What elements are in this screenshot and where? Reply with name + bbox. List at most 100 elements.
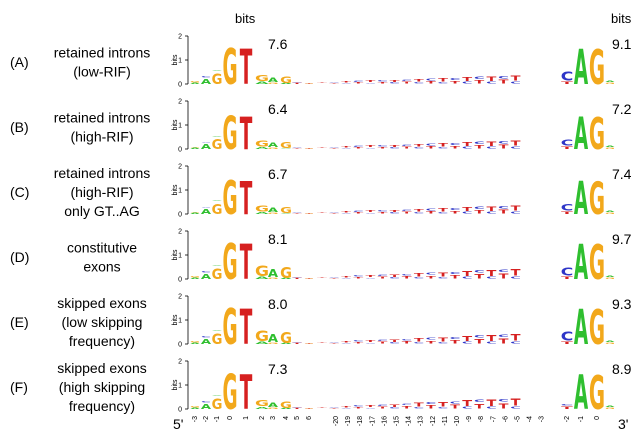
donor-position-tick: 4 xyxy=(283,416,290,420)
logo-letter-C: C xyxy=(377,275,388,277)
logo-letter-C: C xyxy=(353,146,364,147)
logo-letter-T: T xyxy=(240,108,253,160)
logo-letter-T: T xyxy=(450,339,461,345)
acceptor-information-value: 9.7 xyxy=(612,231,632,247)
logo-letter-C: C xyxy=(426,78,437,81)
logo-letter-C: C xyxy=(329,342,340,343)
logo-letter-A: A xyxy=(605,406,615,408)
logo-letter-C: C xyxy=(353,81,364,82)
logo-letter-T: T xyxy=(317,82,327,83)
logo-letter-T: T xyxy=(341,81,351,83)
logo-letter-C: C xyxy=(292,407,303,408)
logo-letter-G: G xyxy=(255,328,269,345)
donor-position-tick: -3 xyxy=(192,416,199,422)
logo-letter-T: T xyxy=(305,83,313,84)
logo-letter-C: C xyxy=(365,212,376,213)
logo-letter-C: C xyxy=(329,407,340,408)
logo-letter-T: T xyxy=(292,408,302,409)
acceptor-position-tick: -1 xyxy=(578,416,585,422)
y-axis-tick-label: 0 xyxy=(178,147,182,154)
logo-letter-G: G xyxy=(222,172,237,226)
logo-letter-C: C xyxy=(413,407,424,409)
y-axis-tick-label: 2 xyxy=(178,294,182,301)
logo-letter-C: C xyxy=(341,343,352,344)
row-label-line: constitutive xyxy=(67,240,137,256)
logo-letter-C: C xyxy=(426,272,437,275)
logo-letter-C: C xyxy=(450,401,461,404)
logo-letter-C: C xyxy=(486,146,497,149)
logo-letter-T: T xyxy=(474,402,484,410)
logo-letter-G: G xyxy=(589,174,605,226)
logo-letter-T: T xyxy=(438,77,449,82)
y-axis-tick-label: 1 xyxy=(178,188,182,195)
logo-letter-A: A xyxy=(605,146,615,148)
intron-position-tick: -9 xyxy=(466,416,473,422)
position-axis: -3 -2 -1 0 1 2 3 4 5 6 -20 -19 -18 -17 -16 -15 -14 -13 -12… xyxy=(192,416,601,426)
three-prime-label: 3' xyxy=(618,416,628,431)
logo-letter-T: T xyxy=(317,407,327,408)
logo-letter-T: T xyxy=(240,39,253,96)
row-id: (F) xyxy=(10,379,28,395)
logo-letter-C: C xyxy=(474,76,485,80)
donor-position-tick: 3 xyxy=(270,416,277,420)
logo-letter-T: T xyxy=(378,212,388,214)
logo-letter-C: C xyxy=(292,147,303,148)
row-label-line: skipped exons xyxy=(57,295,147,311)
logo-letter-T: T xyxy=(353,407,363,409)
row-id: (D) xyxy=(10,249,29,265)
logo-letter-G: G xyxy=(304,83,314,84)
logo-letter-T: T xyxy=(474,79,485,85)
donor-information-value: 6.7 xyxy=(268,166,288,182)
donor-information-value: 8.1 xyxy=(268,231,288,247)
logo-letter-G: G xyxy=(255,263,269,280)
logo-letter-C: C xyxy=(510,211,521,214)
donor-position-tick: -1 xyxy=(214,416,221,422)
logo-letter-A: A xyxy=(268,332,279,344)
logo-letter-T: T xyxy=(414,273,425,278)
logo-letter-T: T xyxy=(426,275,437,279)
logo-letter-C: C xyxy=(341,148,352,149)
logo-letter-T: T xyxy=(390,404,401,408)
logo-row: (F) skipped exons (high skipping frequency)… xyxy=(10,359,632,421)
logo-letter-A: A xyxy=(574,299,588,356)
logo-letter-G: G xyxy=(605,407,615,409)
logo-letter-T: T xyxy=(365,275,376,278)
logo-letter-T: T xyxy=(426,146,437,150)
logo-letter-G: G xyxy=(605,212,615,214)
logo-letter-T: T xyxy=(561,80,573,85)
logo-letter-C: C xyxy=(365,147,376,148)
logo-letter-G: G xyxy=(268,407,279,409)
logo-letter-C: C xyxy=(401,339,412,341)
logo-letter-G: G xyxy=(222,364,237,421)
logo-letter-C: C xyxy=(561,69,574,84)
logo-letter-G: G xyxy=(190,147,200,148)
y-axis-tick-label: 0 xyxy=(178,407,182,414)
logo-letter-A: A xyxy=(255,276,269,279)
logo-letter-T: T xyxy=(462,334,472,343)
logo-letter-T: T xyxy=(486,205,496,212)
logo-letter-C: C xyxy=(438,277,449,279)
intron-position-tick: -11 xyxy=(442,416,449,426)
logo-letter-T: T xyxy=(365,405,376,408)
logo-letter-G: G xyxy=(589,109,605,159)
donor-information-value: 8.0 xyxy=(268,296,288,312)
logo-letter-G: G xyxy=(212,332,223,349)
logo-letter-C: C xyxy=(413,342,424,344)
logo-letter-T: T xyxy=(462,269,472,278)
row-id: (E) xyxy=(10,314,29,330)
logo-letter-C: C xyxy=(510,406,521,409)
logo-letter-T: T xyxy=(341,341,351,343)
logo-letter-T: T xyxy=(365,145,375,147)
logo-letter-C: C xyxy=(389,342,400,344)
logo-letter-G: G xyxy=(212,397,223,413)
row-id: (C) xyxy=(10,184,29,200)
logo-letter-T: T xyxy=(305,408,313,409)
logo-letter-A: A xyxy=(190,83,200,85)
logo-letter-T: T xyxy=(329,82,339,83)
logo-letter-T: T xyxy=(426,81,437,85)
logo-row: (B) retained introns (high-RIF) bits 2 1 0 6.4 7… xyxy=(10,99,632,161)
logo-letter-G: G xyxy=(304,408,314,409)
logo-letter-G: G xyxy=(280,330,292,347)
logo-letter-G: G xyxy=(255,74,269,83)
